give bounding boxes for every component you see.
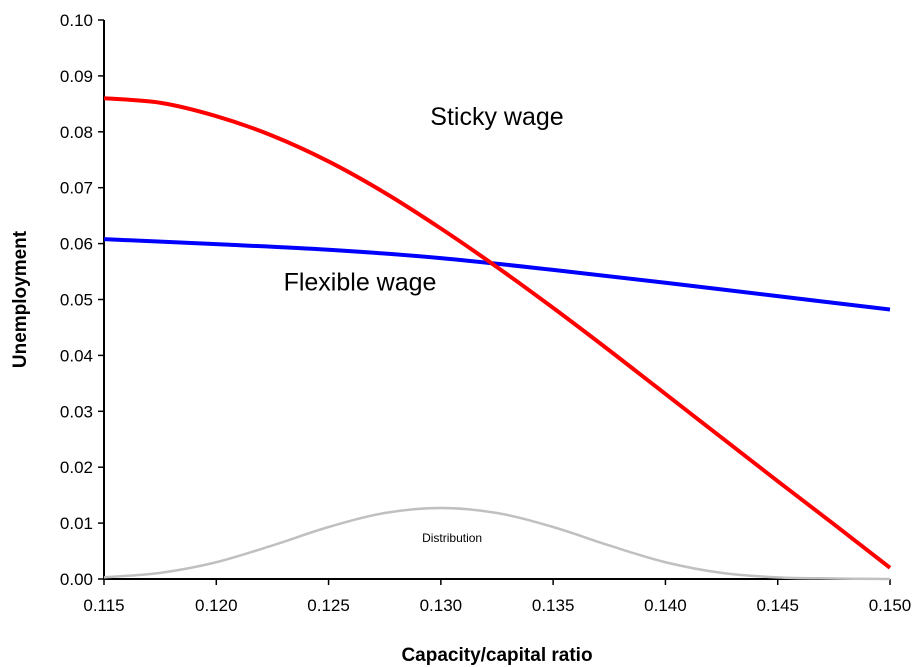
series-line-distribution [103, 506, 891, 581]
annotation-sticky-wage: Sticky wage [430, 103, 563, 131]
x-tick-label: 0.145 [756, 596, 799, 615]
x-tick-label: 0.120 [195, 596, 238, 615]
y-tick-label: 0.09 [60, 67, 93, 86]
annotation-flexible-wage: Flexible wage [284, 269, 437, 297]
annotation-layer: Sticky wage Flexible wage Distribution [284, 103, 564, 545]
x-tick-label: 0.135 [532, 596, 575, 615]
x-tick-label: 0.150 [869, 596, 912, 615]
y-tick-label: 0.04 [60, 346, 93, 365]
x-axis-title: Capacity/capital ratio [401, 645, 592, 666]
series-layer [103, 96, 892, 581]
x-tick-label: 0.115 [83, 596, 124, 615]
series-line-flexible-wage [103, 237, 891, 312]
y-tick-label: 0.08 [60, 123, 93, 142]
y-axis-title: Unemployment [10, 230, 31, 368]
x-tick-label: 0.125 [307, 596, 350, 615]
y-tick-label: 0.00 [60, 570, 93, 589]
x-tick-label: 0.130 [420, 596, 463, 615]
y-tick-label: 0.07 [60, 179, 93, 198]
y-tick-label: 0.05 [60, 291, 93, 310]
y-tick-label: 0.06 [60, 235, 93, 254]
y-tick-label: 0.02 [60, 458, 93, 477]
y-tick-label: 0.03 [60, 402, 93, 421]
x-tick-label: 0.140 [644, 596, 687, 615]
y-tick-label: 0.01 [60, 514, 93, 533]
y-tick-label: 0.10 [60, 11, 93, 30]
annotation-distribution: Distribution [422, 531, 482, 545]
axes: 0.00 0.01 0.02 0.03 0.04 0.05 0.06 0.07 0.08 0.09… [60, 11, 911, 615]
series-line-sticky-wage [103, 96, 892, 570]
